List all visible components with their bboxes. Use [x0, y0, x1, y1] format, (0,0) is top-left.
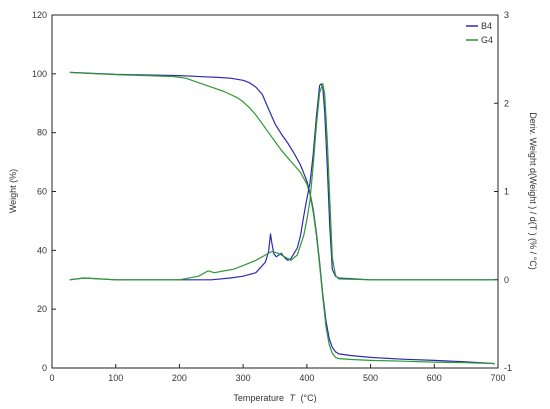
y-left-tick-label: 60 — [37, 187, 47, 197]
x-tick-label: 200 — [172, 373, 187, 383]
x-axis-label-symbol: T — [289, 393, 296, 403]
y-left-tick-label: 0 — [42, 363, 47, 373]
plot-frame — [51, 14, 499, 369]
y-right-axis-label: Deriv. Weight d(Weight ) / d(T ) (% / °C… — [528, 112, 538, 269]
y-right-tick-label: -1 — [504, 363, 512, 373]
legend-label-b4: B4 — [481, 21, 492, 31]
y-right-tick-label: 0 — [504, 275, 509, 285]
y-left-tick-label: 20 — [37, 304, 47, 314]
series-line-g4-derivative — [69, 83, 495, 281]
y-left-tick-label: 100 — [32, 69, 47, 79]
x-tick-label: 400 — [299, 373, 314, 383]
x-axis-label-unit: (°C) — [300, 393, 316, 403]
series-line-b4-derivative — [69, 83, 495, 281]
y-right-tick-label: 1 — [504, 187, 509, 197]
legend: B4 G4 — [466, 21, 493, 45]
x-tick-label: 500 — [363, 373, 378, 383]
x-axis-label: Temperature T (°C) — [233, 393, 316, 403]
y-left-tick-label: 40 — [37, 245, 47, 255]
y-left-tick-label: 120 — [32, 10, 47, 20]
y-left-tick-label: 80 — [37, 128, 47, 138]
x-axis-ticks: 0 100 200 300 400 500 600 700 — [49, 364, 506, 383]
y-left-axis-ticks: 0 20 40 60 80 100 120 — [32, 10, 56, 373]
x-tick-label: 100 — [108, 373, 123, 383]
series-layer — [69, 71, 495, 365]
legend-label-g4: G4 — [481, 35, 493, 45]
series-line-b4-weight — [69, 71, 495, 365]
x-axis-label-text: Temperature — [233, 393, 284, 403]
y-right-tick-label: 3 — [504, 10, 509, 20]
series-line-g4-weight — [69, 71, 495, 365]
y-left-axis-label: Weight (%) — [8, 169, 18, 213]
x-tick-label: 0 — [49, 373, 54, 383]
y-right-axis-ticks: -1 0 1 2 3 — [494, 10, 512, 373]
x-tick-label: 700 — [490, 373, 505, 383]
y-right-tick-label: 2 — [504, 98, 509, 108]
x-tick-label: 600 — [427, 373, 442, 383]
x-tick-label: 300 — [236, 373, 251, 383]
